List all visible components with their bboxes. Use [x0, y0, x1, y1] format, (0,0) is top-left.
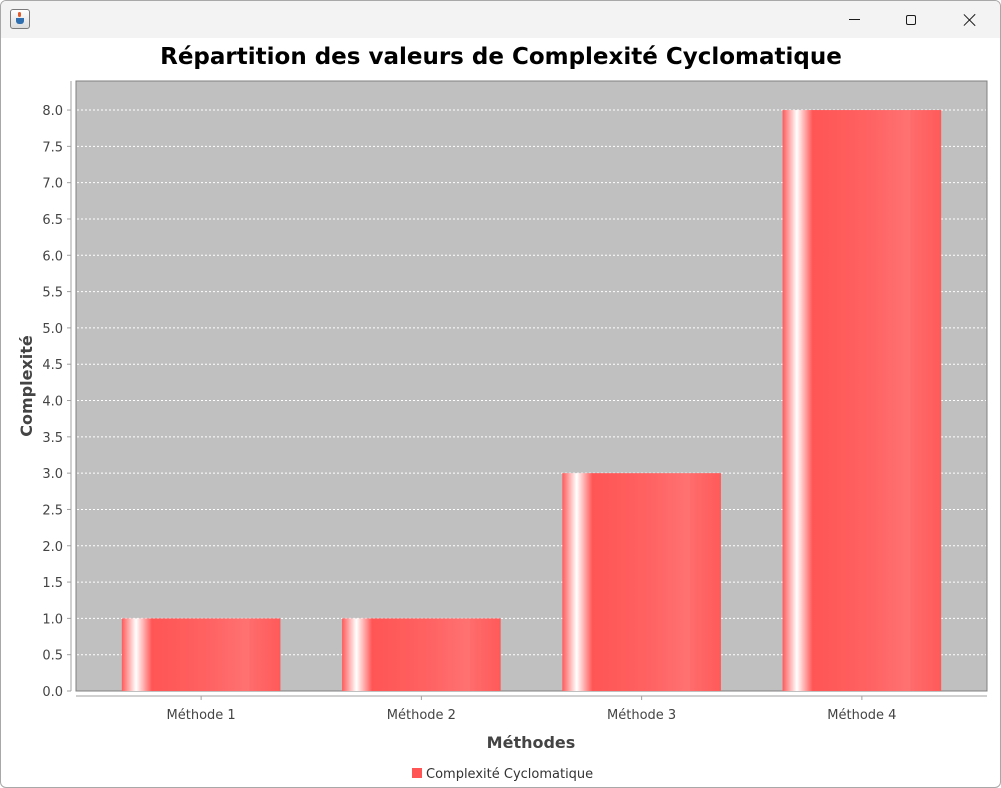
bar[interactable] — [782, 110, 942, 692]
x-tick-label: Méthode 3 — [607, 708, 676, 723]
legend-swatch — [412, 768, 422, 778]
y-tick-label: 8.0 — [42, 104, 63, 119]
legend-label: Complexité Cyclomatique — [426, 767, 593, 782]
y-tick-label: 1.0 — [42, 612, 63, 627]
x-tick-label: Méthode 4 — [827, 708, 896, 723]
x-tick-label: Méthode 2 — [387, 708, 456, 723]
x-tick-label: Méthode 1 — [167, 708, 236, 723]
bar[interactable] — [121, 618, 281, 691]
y-tick-label: 2.0 — [42, 540, 63, 555]
x-axis: Méthode 1 Méthode 2 Méthode 3 Méthode 4 — [76, 695, 987, 723]
y-tick-label: 5.0 — [42, 322, 63, 337]
y-axis: 0.0 0.5 1.0 1.5 2.0 2.5 3.0 3.5 4.0 4.5 5.0 5.5 6.0 6… — [42, 81, 72, 700]
bar[interactable] — [342, 618, 501, 691]
y-tick-label: 6.5 — [42, 213, 63, 228]
minimize-button[interactable] — [831, 1, 877, 38]
minimize-icon — [848, 19, 860, 20]
legend: Complexité Cyclomatique — [412, 767, 593, 782]
title-bar[interactable] — [1, 1, 1000, 38]
y-tick-label: 6.0 — [42, 249, 63, 264]
y-tick-label: 7.5 — [42, 140, 63, 155]
y-tick-label: 3.0 — [42, 467, 63, 482]
java-cup-icon[interactable] — [10, 9, 30, 29]
y-tick-label: 4.0 — [42, 395, 63, 410]
y-tick-label: 0.0 — [42, 685, 63, 700]
y-tick-label: 7.0 — [42, 177, 63, 192]
y-axis-title: Complexité — [17, 335, 36, 437]
y-tick-label: 1.5 — [42, 576, 63, 591]
y-tick-label: 2.5 — [42, 503, 63, 518]
bar[interactable] — [562, 473, 721, 691]
chart-title: Répartition des valeurs de Complexité Cy… — [160, 44, 842, 70]
y-tick-label: 4.5 — [42, 358, 63, 373]
maximize-icon — [906, 14, 916, 25]
y-tick-label: 3.5 — [42, 431, 63, 446]
y-tick-label: 0.5 — [42, 649, 63, 664]
y-tick-label: 5.5 — [42, 286, 63, 301]
x-axis-title: Méthodes — [487, 733, 576, 752]
maximize-button[interactable] — [888, 1, 934, 38]
bars — [121, 110, 942, 692]
